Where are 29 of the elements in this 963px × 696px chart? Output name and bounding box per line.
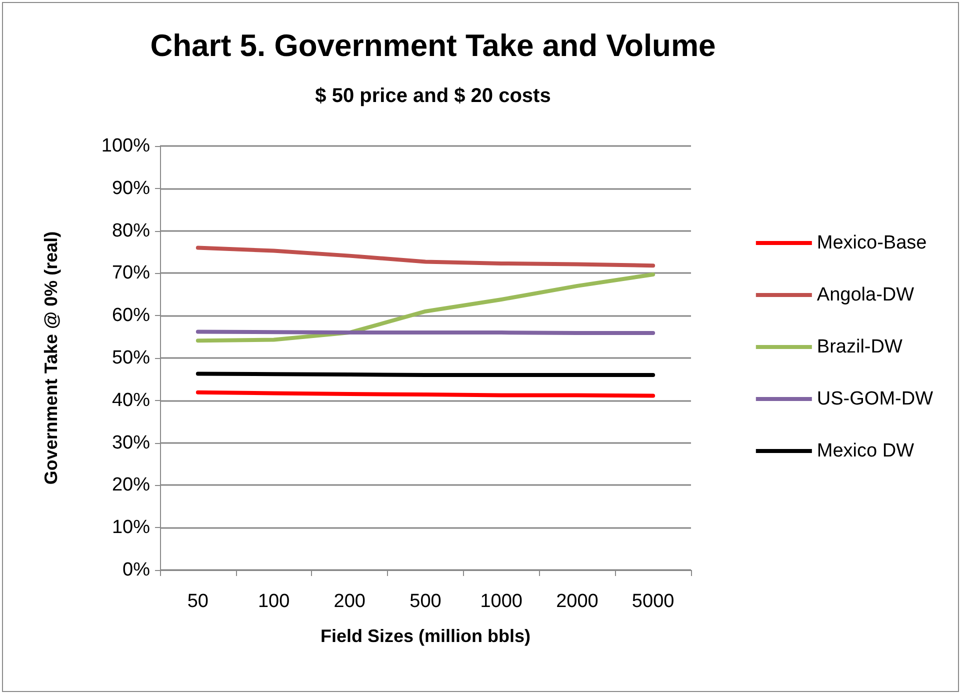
chart-title: Chart 5. Government Take and Volume bbox=[150, 28, 716, 63]
y-tick-label: 10% bbox=[112, 517, 150, 538]
line-series bbox=[196, 272, 656, 343]
legend-label: Brazil-DW bbox=[816, 336, 902, 358]
x-tick-label: 500 bbox=[410, 591, 442, 612]
x-tick-label: 200 bbox=[334, 591, 366, 612]
legend-label: Angola-DW bbox=[816, 284, 914, 306]
x-tick-label: 5000 bbox=[632, 591, 674, 612]
y-tick-label: 70% bbox=[112, 262, 150, 284]
y-tick-label: 20% bbox=[112, 474, 150, 496]
y-tick-label: 40% bbox=[112, 390, 150, 411]
y-tick-label: 0% bbox=[122, 560, 150, 580]
y-tick-label: 60% bbox=[112, 305, 150, 326]
legend-label: Mexico DW bbox=[816, 440, 914, 462]
x-tick-label: 50 bbox=[187, 591, 208, 612]
x-axis-title: Field Sizes (million bbls) bbox=[320, 626, 531, 646]
x-tick-label: 1000 bbox=[480, 591, 522, 612]
y-tick-label: 30% bbox=[112, 432, 150, 454]
y-tick-label: 100% bbox=[101, 136, 150, 156]
line-series bbox=[196, 246, 656, 268]
legend-label: US-GOM-DW bbox=[816, 388, 934, 410]
legend-label: Mexico-Base bbox=[816, 232, 927, 254]
x-tick-label: 100 bbox=[258, 591, 290, 612]
y-tick-label: 50% bbox=[112, 348, 150, 368]
y-tick-label: 90% bbox=[112, 178, 150, 199]
x-tick-label: 2000 bbox=[556, 591, 598, 612]
y-tick-label: 80% bbox=[112, 220, 150, 242]
y-axis-title: Government Take @ 0% (real) bbox=[41, 231, 61, 485]
chart-subtitle: $ 50 price and $ 20 costs bbox=[315, 85, 551, 107]
